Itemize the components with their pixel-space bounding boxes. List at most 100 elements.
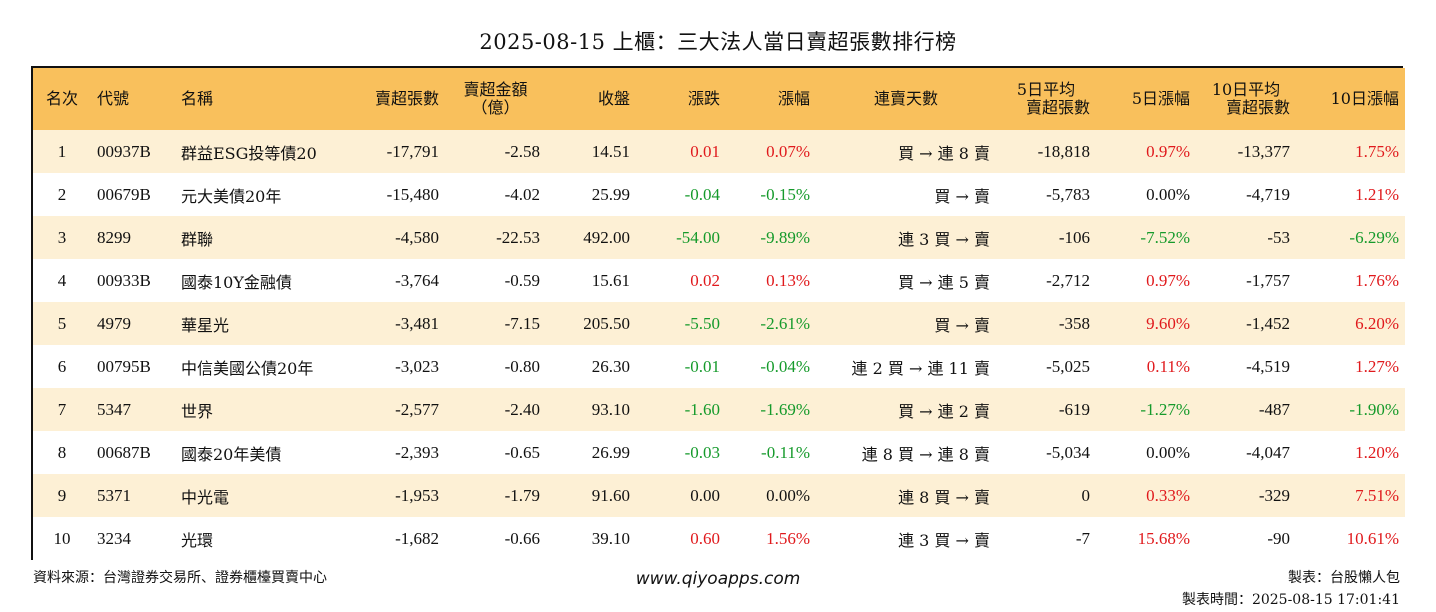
avg10-cell: -90 — [1267, 528, 1290, 548]
change-cell: 0.01 — [690, 141, 720, 161]
header-sell-lots: 賣超張數 — [374, 89, 439, 108]
rank-cell: 3 — [57, 227, 67, 247]
code-cell: 00937B — [97, 141, 151, 161]
website-link[interactable]: www.qiyoapps.com — [635, 569, 801, 589]
rank-cell: 7 — [57, 399, 67, 419]
close-cell: 15.61 — [591, 270, 630, 290]
pct5-cell: 0.97% — [1146, 270, 1190, 290]
pct-cell: -2.61% — [760, 313, 810, 333]
sell-amount-cell: -0.59 — [504, 270, 540, 290]
table-row: 7 5347 世界 -2,577 -2.40 93.10 -1.60 -1.69% 買 → 連 … — [33, 388, 1405, 431]
avg5-cell: -619 — [1058, 399, 1090, 419]
pct5-cell: 0.11% — [1146, 356, 1190, 376]
pct10-cell: 10.61% — [1346, 528, 1399, 548]
pct10-cell: 1.75% — [1355, 141, 1399, 161]
sell-amount-cell: -0.65 — [504, 442, 540, 462]
sell-lots-cell: -17,791 — [386, 141, 439, 161]
sell-lots-cell: -3,764 — [395, 270, 439, 290]
streak-cell: 買 → 連 2 賣 — [898, 401, 990, 421]
footer-credits: 製表：台股懶人包 製表時間：2025-08-15 17:01:41 — [1182, 567, 1400, 611]
avg10-cell: -4,519 — [1246, 356, 1290, 376]
avg5-cell: -7 — [1075, 528, 1090, 548]
rank-cell: 6 — [57, 356, 67, 376]
header-sell-amount: 賣超金額 （億） — [445, 68, 546, 130]
table-header-row: 名次 代號 名稱 賣超張數 賣超金額 （億） 收盤 漲跌 漲幅 連賣天數 5日平… — [33, 68, 1405, 130]
change-cell: -1.60 — [684, 399, 720, 419]
sell-amount-cell: -0.80 — [504, 356, 540, 376]
change-cell: -5.50 — [684, 313, 720, 333]
pct10-cell: -6.29% — [1349, 227, 1399, 247]
streak-cell: 買 → 連 5 賣 — [898, 272, 990, 292]
sell-amount-cell: -1.79 — [504, 485, 540, 505]
pct5-cell: 0.00% — [1146, 184, 1190, 204]
sell-amount-cell: -4.02 — [504, 184, 540, 204]
rank-cell: 10 — [53, 528, 71, 548]
header-streak: 連賣天數 — [873, 89, 938, 108]
pct-cell: 1.56% — [766, 528, 810, 548]
sell-amount-cell: -2.40 — [504, 399, 540, 419]
pct-cell: -9.89% — [760, 227, 810, 247]
code-cell: 8299 — [97, 227, 131, 247]
avg5-cell: -5,025 — [1046, 356, 1090, 376]
header-avg5-line1: 5日平均 — [1016, 80, 1076, 99]
sell-lots-cell: -2,577 — [395, 399, 439, 419]
table-row: 6 00795B 中信美國公債20年 -3,023 -0.80 26.30 -0.01 -0.… — [33, 345, 1405, 388]
rank-cell: 8 — [57, 442, 67, 462]
change-cell: 0.00 — [690, 485, 720, 505]
sell-lots-cell: -3,481 — [395, 313, 439, 333]
name-cell: 中信美國公債20年 — [181, 358, 314, 378]
rank-cell: 4 — [57, 270, 67, 290]
header-close: 收盤 — [597, 89, 630, 108]
pct5-cell: 0.00% — [1146, 442, 1190, 462]
code-cell: 00795B — [97, 356, 151, 376]
sell-lots-cell: -1,953 — [395, 485, 439, 505]
page-title: 2025-08-15 上櫃：三大法人當日賣超張數排行榜 — [479, 30, 957, 54]
pct5-cell: 9.60% — [1146, 313, 1190, 333]
rank-cell: 1 — [57, 141, 67, 161]
table-row: 3 8299 群聯 -4,580 -22.53 492.00 -54.00 -9.89% 連 3… — [33, 216, 1405, 259]
pct-cell: -1.69% — [760, 399, 810, 419]
header-rank: 名次 — [45, 89, 78, 108]
name-cell: 中光電 — [181, 487, 230, 507]
avg10-cell: -53 — [1267, 227, 1290, 247]
pct-cell: -0.04% — [760, 356, 810, 376]
name-cell: 群益ESG投等債20 — [181, 143, 317, 163]
rank-cell: 5 — [57, 313, 67, 333]
sell-amount-cell: -0.66 — [504, 528, 540, 548]
close-cell: 26.30 — [591, 356, 630, 376]
table-row: 9 5371 中光電 -1,953 -1.79 91.60 0.00 0.00% 連 8 買 →… — [33, 474, 1405, 517]
header-sell-amount-line1: 賣超金額 — [463, 80, 528, 99]
close-cell: 91.60 — [591, 485, 630, 505]
rank-cell: 9 — [57, 485, 67, 505]
pct10-cell: 1.27% — [1355, 356, 1399, 376]
change-cell: 0.60 — [690, 528, 720, 548]
sell-lots-cell: -1,682 — [395, 528, 439, 548]
name-cell: 國泰10Y金融債 — [181, 272, 292, 292]
header-avg10: 10日平均 賣超張數 — [1196, 68, 1296, 130]
sell-amount-cell: -7.15 — [504, 313, 540, 333]
name-cell: 國泰20年美債 — [181, 444, 282, 464]
avg10-cell: -329 — [1258, 485, 1290, 505]
table-row: 5 4979 華星光 -3,481 -7.15 205.50 -5.50 -2.61% 買 → … — [33, 302, 1405, 345]
pct5-cell: -1.27% — [1140, 399, 1190, 419]
pct5-cell: -7.52% — [1140, 227, 1190, 247]
generated-time: 製表時間：2025-08-15 17:01:41 — [1181, 592, 1400, 608]
code-cell: 3234 — [97, 528, 131, 548]
code-cell: 5371 — [97, 485, 131, 505]
author-label: 製表：台股懶人包 — [1288, 570, 1400, 586]
change-cell: -54.00 — [676, 227, 720, 247]
change-cell: -0.01 — [684, 356, 720, 376]
close-cell: 93.10 — [591, 399, 630, 419]
streak-cell: 連 3 買 → 賣 — [898, 530, 990, 550]
header-sell-amount-line2: （億） — [471, 98, 520, 117]
code-cell: 00679B — [97, 184, 151, 204]
code-cell: 4979 — [97, 313, 131, 333]
table-row: 1 00937B 群益ESG投等債20 -17,791 -2.58 14.51 0.01 0.… — [33, 130, 1405, 173]
avg10-cell: -4,047 — [1246, 442, 1290, 462]
header-pct10: 10日漲幅 — [1330, 89, 1399, 108]
name-cell: 群聯 — [181, 229, 214, 249]
streak-cell: 連 8 買 → 連 8 賣 — [861, 444, 990, 464]
name-cell: 世界 — [181, 401, 214, 421]
streak-cell: 買 → 賣 — [934, 315, 990, 335]
data-source: 資料來源：台灣證券交易所、證券櫃檯買賣中心 — [33, 570, 327, 586]
